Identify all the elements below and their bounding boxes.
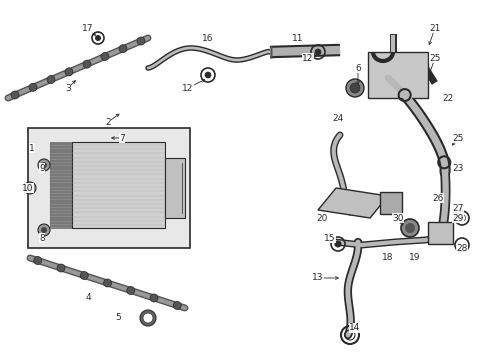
Circle shape <box>126 287 135 294</box>
Text: 29: 29 <box>451 213 463 222</box>
Text: 1: 1 <box>29 144 35 153</box>
Text: 28: 28 <box>455 243 467 252</box>
Text: 14: 14 <box>348 324 360 333</box>
Text: 12: 12 <box>182 84 193 93</box>
Text: 2: 2 <box>105 117 111 126</box>
Bar <box>427 222 452 244</box>
Text: 25: 25 <box>451 134 463 143</box>
Circle shape <box>95 35 101 41</box>
Text: 10: 10 <box>22 184 34 193</box>
Circle shape <box>41 227 47 233</box>
Circle shape <box>346 79 363 97</box>
Text: 4: 4 <box>85 293 91 302</box>
Text: 15: 15 <box>324 234 335 243</box>
Text: 9: 9 <box>39 163 45 172</box>
Circle shape <box>137 37 145 45</box>
Circle shape <box>41 162 47 168</box>
Text: 24: 24 <box>332 113 343 122</box>
Circle shape <box>142 313 153 323</box>
Text: 16: 16 <box>202 33 213 42</box>
Circle shape <box>334 240 341 248</box>
Circle shape <box>29 83 37 91</box>
Text: 25: 25 <box>428 54 440 63</box>
Text: 26: 26 <box>431 194 443 202</box>
Circle shape <box>349 83 359 93</box>
Circle shape <box>27 185 33 191</box>
Text: 30: 30 <box>391 213 403 222</box>
Bar <box>379 192 401 214</box>
Text: 23: 23 <box>451 163 463 172</box>
Text: 3: 3 <box>65 84 71 93</box>
Text: 7: 7 <box>119 134 124 143</box>
Circle shape <box>103 279 111 287</box>
Circle shape <box>173 302 181 310</box>
Text: 22: 22 <box>442 94 453 103</box>
Text: 8: 8 <box>39 234 45 243</box>
Circle shape <box>83 60 91 68</box>
Circle shape <box>150 294 158 302</box>
Bar <box>164 158 184 218</box>
Text: 13: 13 <box>312 274 323 283</box>
Circle shape <box>400 219 418 237</box>
Circle shape <box>404 223 414 233</box>
Circle shape <box>204 72 210 78</box>
Text: 21: 21 <box>428 23 440 32</box>
Bar <box>28 128 190 248</box>
Circle shape <box>11 91 19 99</box>
Text: 18: 18 <box>382 253 393 262</box>
Text: 6: 6 <box>354 63 360 72</box>
Text: 11: 11 <box>292 33 303 42</box>
Polygon shape <box>317 188 387 218</box>
Circle shape <box>314 49 320 55</box>
Circle shape <box>47 76 55 84</box>
Text: 12: 12 <box>302 54 313 63</box>
Text: 19: 19 <box>408 253 420 262</box>
Circle shape <box>34 256 41 265</box>
Circle shape <box>65 68 73 76</box>
Text: 17: 17 <box>82 23 94 32</box>
Bar <box>50 142 72 228</box>
Circle shape <box>119 45 127 53</box>
Circle shape <box>80 271 88 279</box>
Circle shape <box>57 264 65 272</box>
Text: 27: 27 <box>451 203 463 212</box>
Text: 20: 20 <box>316 213 327 222</box>
Circle shape <box>38 224 50 236</box>
Text: 5: 5 <box>115 314 121 323</box>
Circle shape <box>38 159 50 171</box>
Bar <box>367 52 427 98</box>
Circle shape <box>140 310 156 326</box>
Circle shape <box>24 182 36 194</box>
Bar <box>72 142 164 228</box>
Circle shape <box>101 53 109 60</box>
